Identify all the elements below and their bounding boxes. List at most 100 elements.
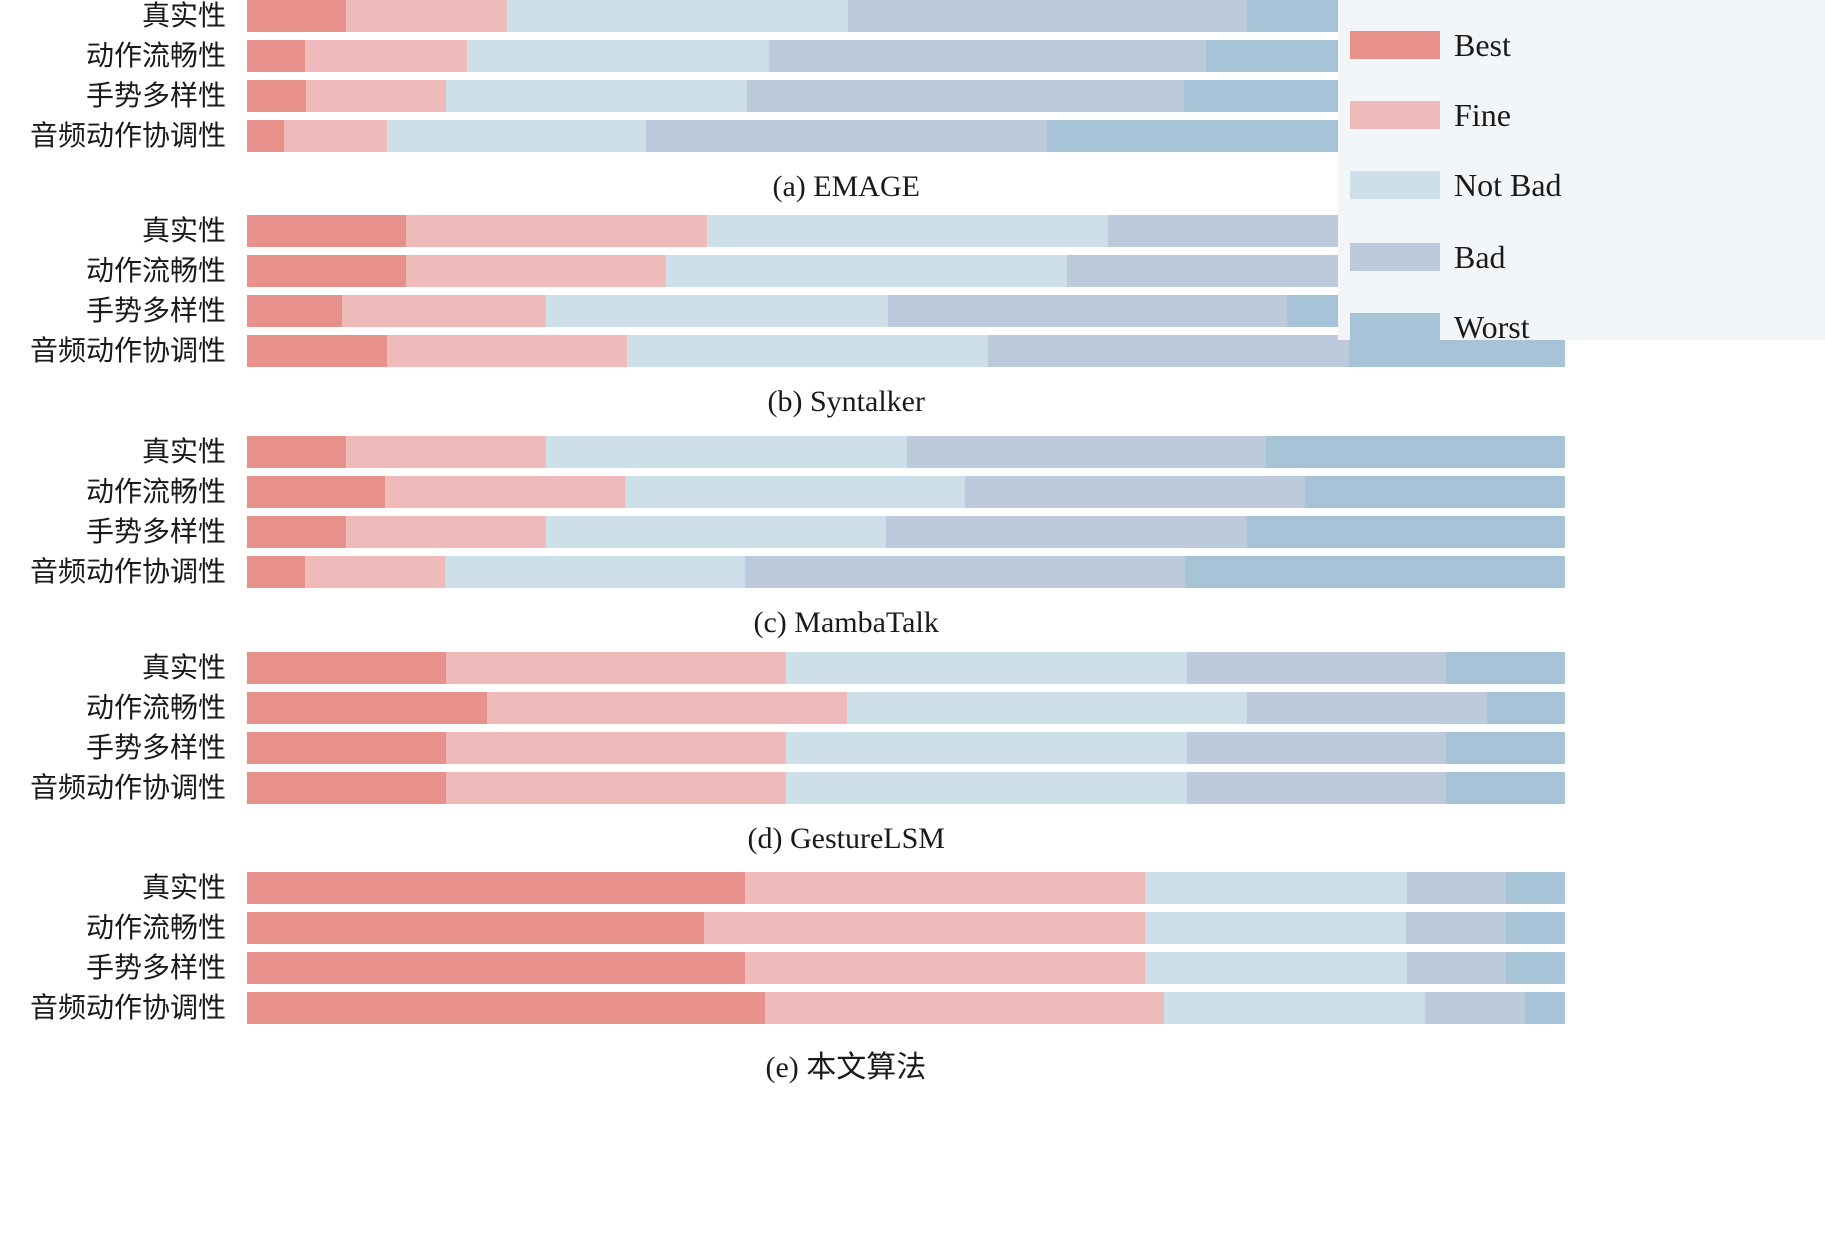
- bar-segment-bad: [987, 335, 1349, 367]
- bar-segment-bad: [847, 0, 1248, 32]
- bar-row: 音频动作协调性: [0, 991, 1825, 1024]
- bar-segment-bad: [1186, 732, 1447, 764]
- bar-row: 音频动作协调性: [0, 555, 1825, 588]
- bar-segment-not-bad: [546, 516, 887, 548]
- legend-swatch: [1350, 101, 1440, 129]
- bar-segment-bad: [965, 476, 1306, 508]
- bar-segment-not-bad: [446, 80, 747, 112]
- bar-segment-worst: [1505, 872, 1565, 904]
- category-label: 手势多样性: [85, 515, 226, 548]
- category-label: 真实性: [141, 0, 226, 32]
- legend-item-worst: Worst: [1350, 309, 1530, 345]
- bar-row: 手势多样性: [0, 515, 1825, 548]
- bar-segment-fine: [345, 436, 547, 468]
- stacked-bar: [247, 335, 1565, 367]
- bar-segment-bad: [746, 80, 1185, 112]
- bar-segment-bad: [768, 40, 1207, 72]
- bar-segment-not-bad: [506, 0, 848, 32]
- category-label: 手势多样性: [85, 731, 226, 764]
- bar-segment-bad: [886, 516, 1248, 548]
- panel-caption: (c) MambaTalk: [753, 606, 939, 639]
- bar-segment-not-bad: [546, 436, 908, 468]
- bar-segment-fine: [764, 992, 1165, 1024]
- bar-segment-best: [247, 295, 342, 327]
- bar-segment-bad: [887, 295, 1287, 327]
- bar-segment-bad: [1406, 952, 1506, 984]
- bar-segment-bad: [1425, 992, 1526, 1024]
- category-label: 动作流畅性: [85, 691, 226, 724]
- bar-segment-fine: [406, 255, 667, 287]
- category-label: 音频动作协调性: [29, 555, 226, 588]
- bar-segment-worst: [1265, 436, 1565, 468]
- bar-segment-fine: [745, 952, 1145, 984]
- stacked-bar: [247, 692, 1565, 724]
- bar-segment-worst: [1305, 476, 1565, 508]
- bar-row: 真实性: [0, 435, 1825, 468]
- bar-segment-fine: [345, 0, 507, 32]
- legend-label: Best: [1454, 26, 1511, 63]
- bar-segment-not-bad: [444, 556, 746, 588]
- category-label: 手势多样性: [85, 79, 226, 112]
- bar-segment-fine: [446, 652, 787, 684]
- bar-segment-best: [247, 335, 387, 367]
- stacked-bar: [247, 772, 1565, 804]
- bar-segment-best: [247, 476, 386, 508]
- legend: Best Fine Not Bad Bad Worst: [1338, 0, 1825, 345]
- bar-row: 音频动作协调性: [0, 334, 1825, 367]
- bar-segment-best: [247, 872, 746, 904]
- panel-caption: (a) EMAGE: [772, 170, 920, 203]
- bar-segment-not-bad: [546, 295, 888, 327]
- stacked-bar: [247, 295, 1565, 327]
- bar-segment-worst: [1446, 772, 1565, 804]
- stacked-bar: [247, 476, 1565, 508]
- bar-segment-fine: [446, 772, 787, 804]
- bar-segment-bad: [1186, 772, 1447, 804]
- stacked-bar: [247, 40, 1565, 72]
- category-label: 音频动作协调性: [29, 119, 226, 152]
- bar-segment-best: [247, 0, 346, 32]
- legend-item-fine: Fine: [1350, 97, 1511, 133]
- panel-caption: (d) GestureLSM: [747, 822, 945, 855]
- bar-segment-not-bad: [386, 120, 647, 152]
- bar-segment-best: [247, 80, 307, 112]
- stacked-bar: [247, 872, 1565, 904]
- bar-row: 真实性: [0, 871, 1825, 904]
- bar-segment-bad: [745, 556, 1186, 588]
- bar-segment-worst: [1446, 652, 1565, 684]
- legend-swatch: [1350, 171, 1440, 199]
- legend-item-not-bad: Not Bad: [1350, 167, 1562, 203]
- bar-segment-fine: [341, 295, 547, 327]
- bar-segment-best: [247, 215, 407, 247]
- bar-segment-not-bad: [846, 692, 1248, 724]
- bar-segment-not-bad: [625, 476, 966, 508]
- bar-row: 手势多样性: [0, 731, 1825, 764]
- category-label: 手势多样性: [85, 294, 226, 327]
- bar-segment-fine: [446, 732, 787, 764]
- category-label: 手势多样性: [85, 951, 226, 984]
- bar-row: 动作流畅性: [0, 911, 1825, 944]
- category-label: 动作流畅性: [85, 911, 226, 944]
- bar-segment-best: [247, 992, 765, 1024]
- bar-segment-worst: [1247, 516, 1565, 548]
- bar-segment-best: [247, 40, 305, 72]
- bar-segment-bad: [1186, 652, 1447, 684]
- bar-segment-fine: [345, 516, 547, 548]
- category-label: 动作流畅性: [85, 39, 226, 72]
- bar-segment-fine: [386, 335, 627, 367]
- bar-segment-best: [247, 652, 447, 684]
- legend-label: Bad: [1454, 238, 1506, 275]
- bar-segment-not-bad: [666, 255, 1067, 287]
- bar-segment-not-bad: [786, 772, 1187, 804]
- bar-segment-best: [247, 120, 284, 152]
- bar-segment-worst: [1487, 692, 1565, 724]
- bar-row: 手势多样性: [0, 294, 1825, 327]
- bar-row: 动作流畅性: [0, 475, 1825, 508]
- bar-segment-fine: [745, 872, 1145, 904]
- bar-segment-worst: [1185, 556, 1565, 588]
- category-label: 动作流畅性: [85, 254, 226, 287]
- stacked-bar: [247, 992, 1565, 1024]
- category-label: 真实性: [141, 871, 226, 904]
- panel-caption: (e) 本文算法: [765, 1051, 927, 1084]
- bar-segment-best: [247, 772, 447, 804]
- stacked-bar: [247, 912, 1565, 944]
